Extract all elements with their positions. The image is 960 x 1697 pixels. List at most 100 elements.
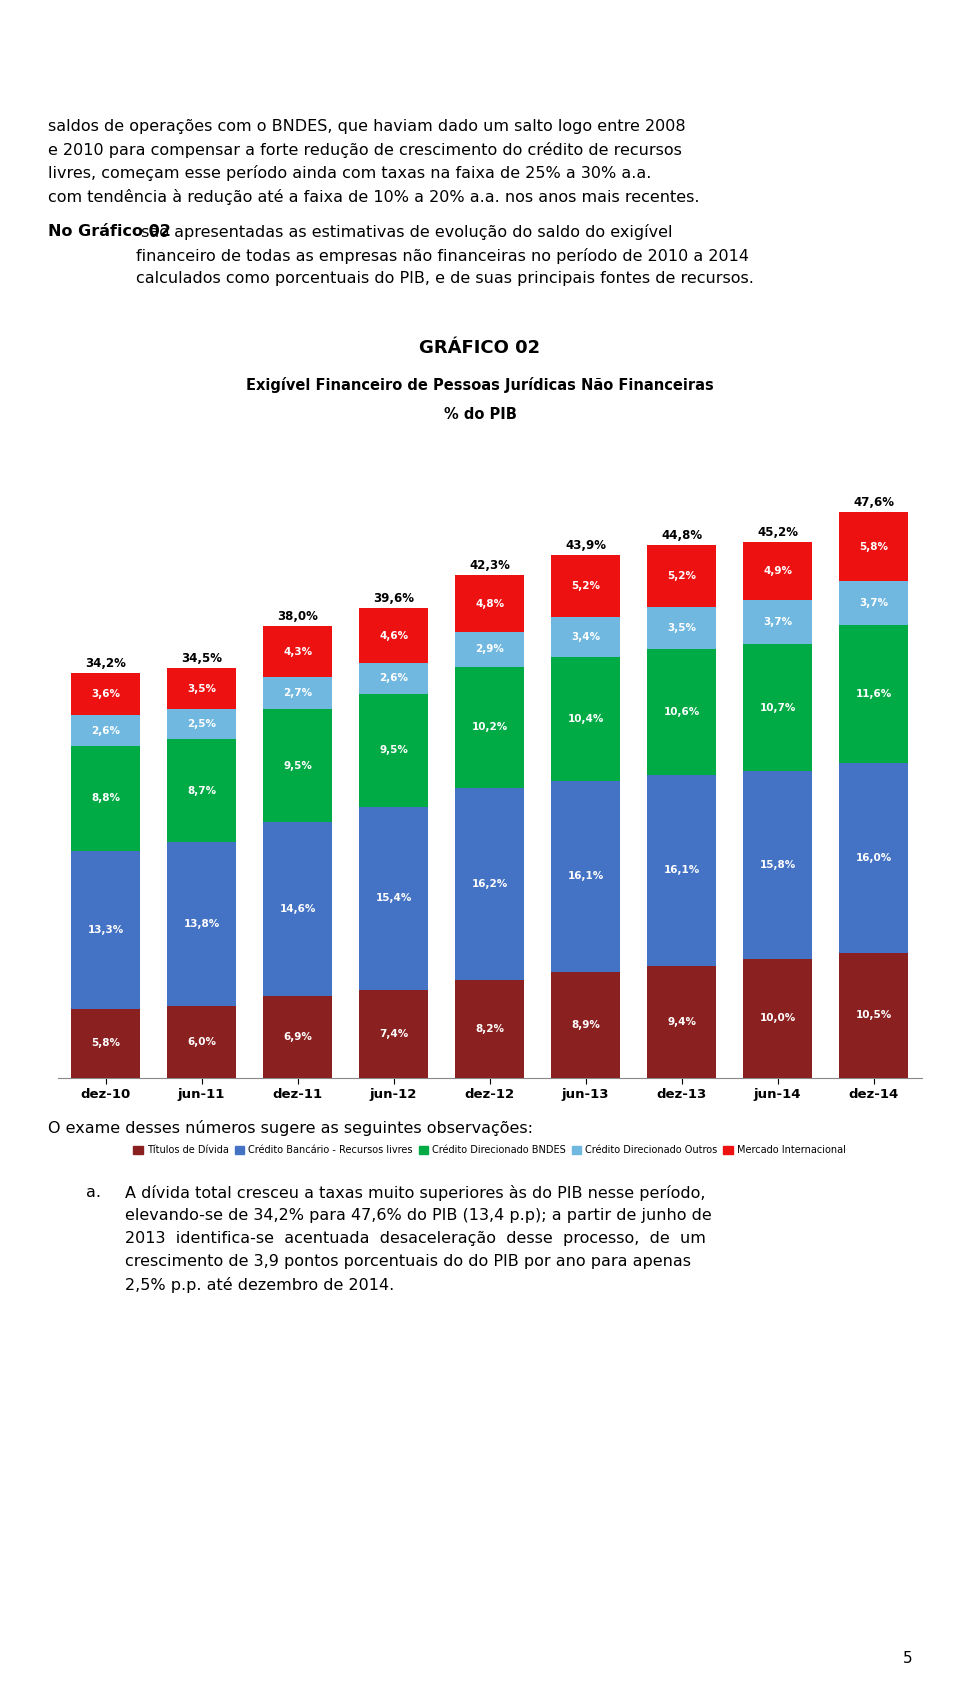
Text: 8,8%: 8,8%: [91, 794, 120, 803]
Text: 4,8%: 4,8%: [475, 599, 504, 609]
Bar: [167, 669, 236, 709]
Text: 5,8%: 5,8%: [859, 541, 888, 552]
Bar: [167, 1006, 236, 1078]
Bar: [359, 806, 428, 989]
Bar: [71, 747, 140, 850]
Text: 5,8%: 5,8%: [91, 1039, 120, 1049]
Text: 16,2%: 16,2%: [471, 879, 508, 889]
Bar: [455, 667, 524, 787]
Text: 34,2%: 34,2%: [85, 657, 126, 670]
Text: CEMEC: CEMEC: [445, 42, 515, 61]
Text: 4,9%: 4,9%: [763, 567, 792, 575]
Text: 3,4%: 3,4%: [571, 631, 600, 641]
Text: 42,3%: 42,3%: [469, 558, 510, 572]
Text: 10,6%: 10,6%: [663, 706, 700, 716]
Text: 5,2%: 5,2%: [667, 572, 696, 582]
Text: 8,2%: 8,2%: [475, 1023, 504, 1033]
Text: 16,1%: 16,1%: [567, 871, 604, 881]
Text: 3,5%: 3,5%: [187, 684, 216, 694]
Bar: [263, 823, 332, 996]
Text: 8,7%: 8,7%: [187, 786, 216, 796]
Bar: [359, 609, 428, 664]
Bar: [839, 580, 908, 624]
Bar: [71, 1008, 140, 1078]
Text: 4,3%: 4,3%: [283, 647, 312, 657]
Bar: [839, 954, 908, 1078]
Text: 13,8%: 13,8%: [183, 920, 220, 930]
Bar: [647, 545, 716, 608]
Bar: [263, 677, 332, 709]
Text: 11,6%: 11,6%: [855, 689, 892, 699]
Text: 2,5%: 2,5%: [187, 720, 216, 730]
Text: % do PIB: % do PIB: [444, 407, 516, 423]
Bar: [647, 966, 716, 1078]
Bar: [455, 631, 524, 667]
Bar: [551, 657, 620, 781]
Text: 3,7%: 3,7%: [859, 597, 888, 608]
Bar: [647, 648, 716, 774]
Bar: [167, 842, 236, 1006]
Bar: [263, 626, 332, 677]
Bar: [167, 740, 236, 842]
Text: 2,6%: 2,6%: [379, 674, 408, 684]
Text: Centro de Estudos do IBMEC: Centro de Estudos do IBMEC: [359, 75, 601, 90]
Text: 6,9%: 6,9%: [283, 1032, 312, 1042]
Text: O exame desses números sugere as seguintes observações:: O exame desses números sugere as seguint…: [48, 1120, 533, 1135]
Text: 10,0%: 10,0%: [759, 1013, 796, 1023]
Text: 16,1%: 16,1%: [663, 865, 700, 876]
Text: 9,5%: 9,5%: [283, 760, 312, 770]
Text: a.: a.: [86, 1185, 102, 1200]
Bar: [71, 716, 140, 747]
Bar: [359, 664, 428, 694]
Text: 2,9%: 2,9%: [475, 645, 504, 655]
Text: 47,6%: 47,6%: [853, 496, 894, 509]
Text: 15,8%: 15,8%: [759, 860, 796, 871]
Text: 8,9%: 8,9%: [571, 1020, 600, 1030]
Bar: [551, 781, 620, 972]
Text: 5: 5: [902, 1651, 912, 1666]
Bar: [743, 601, 812, 645]
Bar: [551, 972, 620, 1078]
Bar: [455, 575, 524, 633]
Text: 6,0%: 6,0%: [187, 1037, 216, 1047]
Bar: [839, 624, 908, 764]
Bar: [455, 981, 524, 1078]
Bar: [743, 645, 812, 770]
Bar: [455, 787, 524, 981]
Bar: [551, 616, 620, 657]
Bar: [167, 709, 236, 740]
Text: GRÁFICO 02: GRÁFICO 02: [420, 339, 540, 358]
Text: 10,2%: 10,2%: [471, 723, 508, 731]
Text: 14,6%: 14,6%: [279, 905, 316, 915]
Text: 10,5%: 10,5%: [855, 1010, 892, 1020]
Bar: [839, 764, 908, 954]
Bar: [551, 555, 620, 616]
Bar: [71, 672, 140, 716]
Text: 7,4%: 7,4%: [379, 1028, 408, 1039]
Text: 10,7%: 10,7%: [759, 703, 796, 713]
Text: 3,7%: 3,7%: [763, 618, 792, 626]
Bar: [647, 774, 716, 966]
Text: 9,5%: 9,5%: [379, 745, 408, 755]
Bar: [743, 541, 812, 601]
Text: 2,6%: 2,6%: [91, 726, 120, 736]
Text: 15,4%: 15,4%: [375, 893, 412, 903]
Bar: [263, 996, 332, 1078]
Text: 44,8%: 44,8%: [661, 529, 702, 543]
Bar: [743, 959, 812, 1078]
Bar: [359, 694, 428, 806]
Text: 5,2%: 5,2%: [571, 580, 600, 591]
Text: 45,2%: 45,2%: [757, 526, 798, 540]
Text: 3,6%: 3,6%: [91, 689, 120, 699]
Text: saldos de operações com o BNDES, que haviam dado um salto logo entre 2008
e 2010: saldos de operações com o BNDES, que hav…: [48, 119, 700, 205]
Text: No Gráfico 02: No Gráfico 02: [48, 224, 171, 239]
Text: 9,4%: 9,4%: [667, 1017, 696, 1027]
Text: 2,7%: 2,7%: [283, 689, 312, 697]
Bar: [743, 770, 812, 959]
Text: 4,6%: 4,6%: [379, 631, 408, 641]
Text: 39,6%: 39,6%: [373, 592, 414, 606]
Bar: [359, 989, 428, 1078]
Text: Exigível Financeiro de Pessoas Jurídicas Não Financeiras: Exigível Financeiro de Pessoas Jurídicas…: [246, 377, 714, 392]
Text: 34,5%: 34,5%: [181, 652, 222, 665]
Text: 16,0%: 16,0%: [855, 854, 892, 862]
